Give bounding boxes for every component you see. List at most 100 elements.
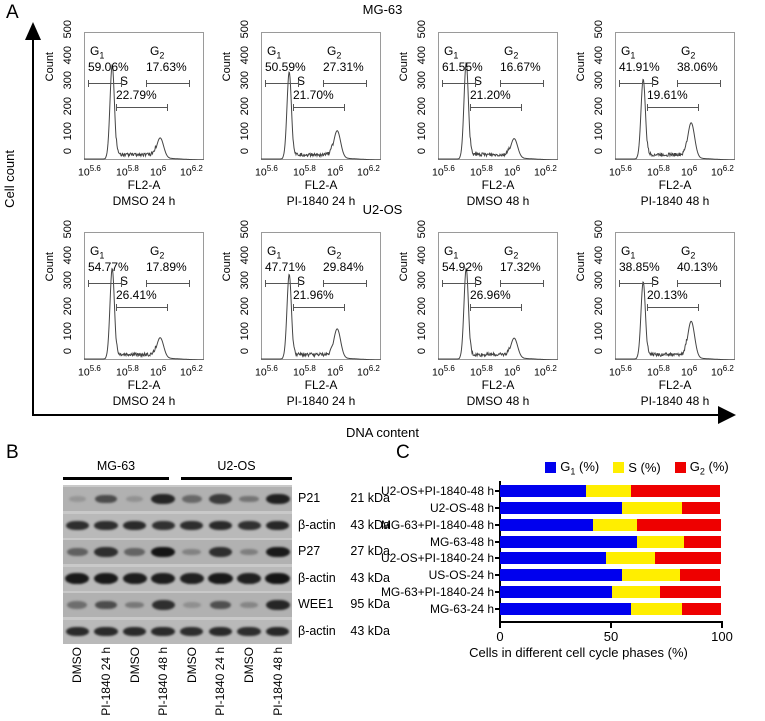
flow-xtick: 106.2	[534, 364, 557, 379]
blot-band	[208, 547, 233, 557]
flow-condition-label: DMSO 48 h	[466, 194, 530, 208]
flow-ytick: 100	[239, 322, 251, 341]
flow-ytick: 400	[593, 45, 605, 64]
gate-label-g2: G2	[681, 244, 696, 261]
flow-ytick: 200	[62, 296, 74, 316]
blot-band	[65, 573, 90, 584]
flow-xtick: 106	[327, 164, 344, 179]
blot-band	[209, 600, 232, 610]
flow-ytick: 300	[62, 271, 74, 290]
gate-label-g1: G1	[90, 244, 105, 261]
flow-plot-4: Count 0 100 200 300 400 500 G1 41.91% G2 38.06% S 19…	[575, 18, 747, 208]
panel-a-letter: A	[6, 2, 19, 23]
flow-plot-2: Count 0 100 200 300 400 500 G1 50.59% G2 27.31% S 21…	[221, 18, 393, 208]
chart-bar-segment	[593, 518, 637, 531]
chart-bar-row: MG-63+PI-1840-48 h	[381, 518, 722, 531]
gate-label-g2: G2	[327, 244, 342, 261]
flow-histogram-trace	[84, 64, 204, 160]
flow-xtick: 105.6	[432, 164, 455, 179]
flow-plot-frame	[615, 232, 735, 360]
blot-band	[124, 601, 145, 609]
blot-protein-label: WEE1	[298, 597, 334, 611]
flow-ytick: 200	[62, 96, 74, 116]
flow-ytick: 0	[62, 148, 74, 155]
row-title-mg63: MG-63	[362, 2, 403, 17]
flow-ytick: 400	[593, 245, 605, 264]
gate-label-g1: G1	[267, 44, 282, 61]
gate-value-s: 21.70%	[293, 88, 334, 102]
flow-ytick: 200	[593, 296, 605, 316]
gate-label-s: S	[297, 274, 306, 288]
flow-histogram-trace	[261, 273, 381, 360]
chart-y-tickmark	[495, 540, 500, 543]
blot-lane-label: PI-1840 24 h	[213, 647, 228, 716]
chart-bar-segment	[500, 569, 622, 582]
flow-xtick: 105.8	[116, 364, 139, 379]
blot-lane-label: DMSO	[127, 647, 142, 683]
blot-band	[93, 573, 119, 584]
blot-lane-label: DMSO	[242, 647, 257, 683]
blot-band	[181, 495, 202, 503]
flow-ytick: 500	[62, 220, 74, 239]
flow-ytick: 100	[239, 122, 251, 141]
chart-x-tick-label: 100	[711, 629, 733, 644]
chart-bar-segment	[636, 518, 722, 531]
gate-bar-g2	[323, 80, 367, 87]
gate-value-s: 19.61%	[647, 88, 688, 102]
chart-plot-area: U2-OS+PI-1840-48 h U2-OS-48 h MG-63+PI-184…	[381, 483, 722, 617]
flow-ytick: 500	[239, 220, 251, 239]
chart-bar-row: U2-OS+PI-1840-24 h	[381, 552, 722, 565]
blot-lane-label: PI-1840 48 h	[156, 647, 171, 716]
flow-xtick: 106	[504, 164, 521, 179]
flow-condition-label: PI-1840 48 h	[640, 194, 710, 208]
blot-band	[237, 520, 261, 531]
blot-band	[239, 601, 259, 609]
flow-plot-frame	[84, 232, 204, 360]
flow-xtick: 106.2	[711, 164, 734, 179]
gate-label-s: S	[651, 274, 660, 288]
blot-mw-label: 43 kDa	[350, 623, 390, 638]
flow-xtick: 105.6	[609, 364, 632, 379]
blot-protein-label: P27	[298, 544, 321, 558]
chart-x-tickmark	[610, 623, 612, 628]
gate-bar-s	[470, 104, 522, 111]
flow-x-axis-label: FL2-A	[658, 178, 692, 192]
blot-protein-label: P21	[298, 491, 321, 505]
blot-lane-label: PI-1840 48 h	[270, 647, 285, 716]
gate-value-s: 20.13%	[647, 288, 688, 302]
flow-xtick: 106	[150, 364, 167, 379]
chart-bar-row: US-OS-24 h	[429, 569, 722, 582]
chart-bar-segment	[681, 502, 721, 515]
panel-c-stacked-bar-chart: C G1 (%) S (%) G2 (%) U2-OS+PI-1840-48 h U2…	[381, 442, 765, 721]
chart-category-label: MG-63+PI-1840-24 h	[380, 584, 494, 599]
blot-band	[67, 548, 88, 556]
gate-value-g2: 17.89%	[146, 260, 187, 274]
gate-bar-g2	[500, 280, 544, 287]
gate-bar-g1	[265, 280, 299, 287]
blot-row	[63, 566, 292, 591]
flow-ytick: 500	[416, 20, 428, 39]
blot-band	[265, 546, 290, 558]
blot-band	[95, 600, 117, 610]
dna-content-axis-line	[32, 414, 722, 416]
flow-ytick: 0	[593, 348, 605, 355]
group-label-u2os: U2-OS	[217, 459, 256, 473]
blot-protein-label: β-actin	[298, 517, 336, 532]
flow-plot-1: Count 0 100 200 300 400 500 G1 59.06% G2 17.63% S 22…	[44, 18, 216, 208]
chart-legend: G1 (%) S (%) G2 (%)	[522, 459, 752, 477]
gate-value-s: 21.20%	[470, 88, 511, 102]
flow-count-label: Count	[221, 52, 233, 82]
flow-plot-frame	[438, 32, 558, 160]
legend-swatch	[613, 462, 625, 474]
flow-xtick: 105.8	[116, 164, 139, 179]
flow-plot-6: Count 0 100 200 300 400 500 G1 47.71% G2 29.84% S 21…	[221, 218, 393, 408]
flow-xtick: 105.6	[609, 164, 632, 179]
blot-band	[208, 520, 233, 531]
chart-bar-segment	[586, 485, 631, 498]
blot-band	[265, 520, 290, 531]
flow-ytick: 300	[593, 271, 605, 290]
flow-count-label: Count	[575, 52, 587, 82]
flow-condition-label: PI-1840 48 h	[640, 394, 710, 408]
panel-c-letter: C	[396, 442, 410, 463]
